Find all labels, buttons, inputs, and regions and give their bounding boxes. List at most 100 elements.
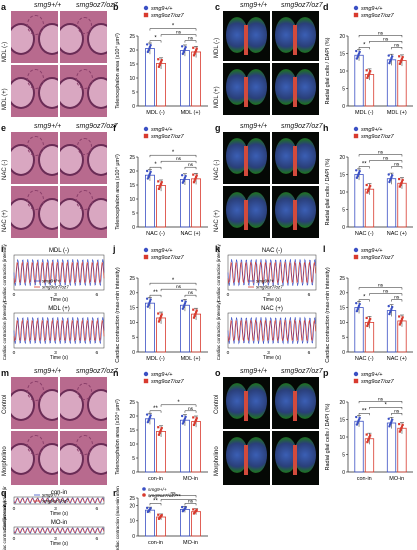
- trace-line-wt: [13, 527, 105, 534]
- data-point-mut: [398, 323, 401, 326]
- data-point-mut: [194, 420, 197, 423]
- genotype-wt-label: smg9+/+: [34, 2, 62, 9]
- x-tick-label: con-in: [148, 540, 163, 546]
- histology-image: [11, 377, 58, 429]
- trace-line-mut: [227, 261, 316, 284]
- x-tick-label: MO-in: [183, 540, 198, 546]
- data-point-mut: [193, 314, 196, 317]
- data-point-mut: [192, 46, 195, 49]
- panel-letter-p: p: [323, 368, 329, 378]
- data-point-wt: [145, 169, 149, 173]
- data-point-wt: [355, 169, 358, 172]
- x-tick-label: 3: [54, 506, 57, 512]
- trace-title: MDL (+): [48, 306, 70, 312]
- trace-y-label: Cardiac contraction (intensity): [2, 486, 7, 530]
- data-point-wt: [391, 305, 394, 309]
- data-point-wt: [184, 174, 187, 178]
- data-point-mut: [366, 324, 369, 328]
- x-axis-label: Time (s): [50, 355, 68, 361]
- genotype-wt-label: smg9+/+: [240, 2, 268, 9]
- data-point-mut: [192, 173, 195, 176]
- y-axis-label: Radial glial cells / DAPI (%): [325, 37, 331, 104]
- data-point-mut: [368, 319, 371, 322]
- trace-line-mut: [13, 497, 105, 504]
- x-tick-label: 0: [13, 292, 16, 298]
- data-point-wt: [149, 414, 152, 417]
- histology-image: [11, 431, 58, 485]
- x-tick-label: 3: [54, 350, 57, 356]
- row-label-morpholino: Morpholino: [214, 446, 220, 476]
- x-axis-label: Time (s): [263, 355, 281, 361]
- significance-bracket: [149, 495, 197, 498]
- x-tick-label: 3: [54, 292, 57, 298]
- data-point-mut: [369, 317, 372, 320]
- panel-letter-g: g: [215, 123, 221, 133]
- x-tick-label: 6: [308, 292, 311, 298]
- significance-bracket: [160, 160, 197, 164]
- data-point-mut: [194, 50, 197, 54]
- trace-line-wt: [13, 317, 105, 344]
- significance-label: ns: [188, 163, 194, 168]
- significance-label: *: [363, 42, 366, 48]
- legend-label: smg9oz7/oz7: [42, 285, 69, 290]
- data-point-mut: [194, 311, 198, 314]
- x-tick-label: NAC (-): [355, 231, 374, 237]
- histology-image: [11, 186, 58, 238]
- data-point-mut: [400, 182, 403, 185]
- significance-label: ns: [394, 296, 400, 301]
- y-tick-label: 0: [132, 104, 135, 110]
- y-tick-label: 15: [339, 305, 345, 311]
- bar-mut: [191, 51, 202, 107]
- row-label-mdl-plus: MDL (+): [214, 86, 220, 108]
- significance-bracket: [160, 404, 197, 407]
- significance-bracket: [369, 293, 403, 296]
- data-point-wt: [358, 416, 361, 420]
- panel-letter-h: h: [323, 123, 329, 133]
- y-tick-label: 20: [339, 34, 345, 40]
- data-point-mut: [368, 435, 371, 439]
- fluorescence-image: [223, 377, 270, 429]
- fluorescence-image: [223, 132, 270, 184]
- legend-label: smg9oz7/oz7: [42, 499, 69, 504]
- trace-y-label: Cardiac contraction (intensity): [216, 244, 221, 302]
- row-label-mdl-plus: MDL (+): [2, 88, 8, 110]
- bar-wt: [386, 422, 397, 473]
- legend-marker-wt: [353, 5, 359, 11]
- y-tick-label: 5: [342, 207, 345, 213]
- x-tick-label: NAC (-): [146, 231, 165, 237]
- legend-label: smg9oz7/oz7: [151, 13, 185, 19]
- significance-label: ns: [188, 37, 194, 42]
- bar-wt: [145, 48, 155, 107]
- data-point-wt: [184, 506, 187, 509]
- data-point-mut: [368, 71, 371, 74]
- data-point-mut: [399, 61, 402, 64]
- significance-label: ns: [176, 285, 182, 290]
- y-tick-label: 20: [129, 48, 135, 54]
- significance-bracket: [358, 35, 403, 38]
- data-point-wt: [391, 418, 394, 421]
- y-tick-label: 0: [342, 350, 345, 356]
- data-point-mut: [366, 191, 369, 194]
- trace-y-label: Cardiac contraction (intensity): [2, 500, 7, 550]
- significance-label: **: [362, 408, 367, 414]
- data-point-mut: [195, 47, 198, 50]
- significance-bracket: [358, 47, 370, 50]
- data-point-mut: [398, 55, 401, 58]
- trace-line-wt: [227, 316, 316, 345]
- data-point-mut: [400, 425, 404, 428]
- y-tick-label: 0: [132, 534, 135, 540]
- bar-wt: [354, 174, 364, 228]
- data-point-mut: [401, 423, 404, 426]
- panel-letter-n: n: [113, 368, 119, 378]
- significance-label: *: [177, 400, 180, 406]
- row-label-morpholino: Morpholino: [2, 446, 8, 476]
- data-point-mut: [400, 318, 404, 321]
- significance-bracket: [149, 40, 162, 43]
- y-tick-label: 15: [129, 183, 135, 189]
- bar-mut: [191, 178, 202, 228]
- data-point-mut: [193, 422, 196, 425]
- legend-marker-wt: [353, 371, 359, 377]
- significance-label: ns: [394, 163, 400, 168]
- y-tick-label: 15: [129, 428, 135, 434]
- data-point-mut: [159, 428, 163, 431]
